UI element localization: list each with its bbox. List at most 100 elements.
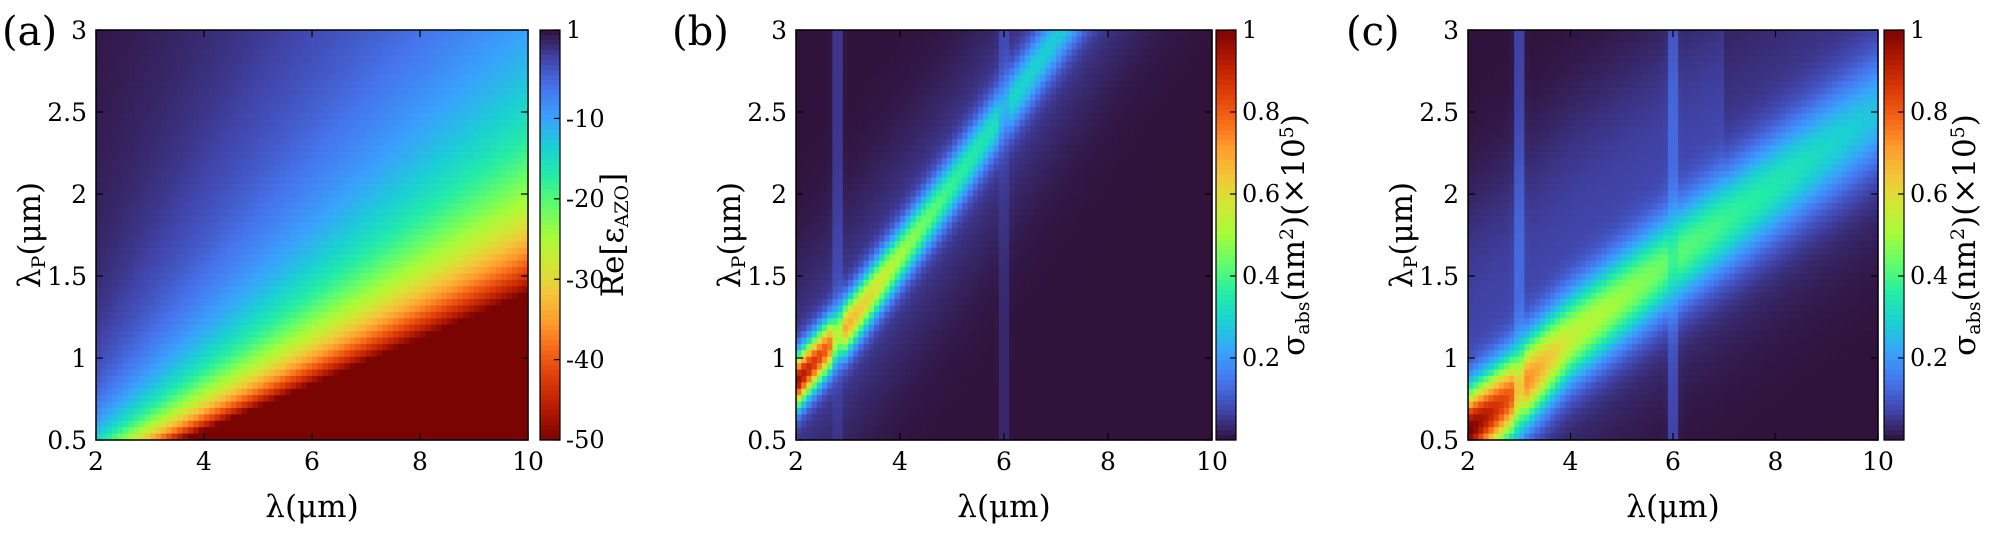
heatmap-cell (268, 164, 275, 172)
heatmap-cell (376, 183, 383, 191)
heatmap-cell (106, 81, 113, 89)
heatmap-cell (403, 318, 410, 326)
heatmap-cell (144, 247, 151, 255)
heatmap-cell (506, 42, 513, 50)
heatmap-cell (182, 427, 189, 435)
heatmap-cell (112, 183, 119, 191)
heatmap-cell (344, 337, 351, 345)
heatmap-cell (193, 42, 200, 50)
heatmap-cell (101, 202, 108, 210)
heatmap-cell (484, 106, 491, 114)
heatmap-cell (285, 119, 291, 127)
heatmap-cell (463, 427, 470, 435)
heatmap-cell (420, 375, 426, 383)
heatmap-cell (468, 183, 475, 191)
heatmap-cell (241, 68, 248, 76)
heatmap-cell (231, 324, 237, 332)
heatmap-cell (312, 267, 318, 275)
heatmap-cell (393, 337, 399, 345)
heatmap-cell (479, 209, 486, 217)
heatmap-cell (425, 267, 432, 275)
heatmap-cell (214, 113, 221, 121)
heatmap-cell (144, 286, 151, 294)
heatmap-cell (241, 363, 248, 371)
heatmap-cell (177, 228, 183, 236)
heatmap-cell (101, 331, 108, 339)
heatmap-cell (285, 87, 291, 95)
heatmap-cell (403, 164, 410, 172)
heatmap-cell (393, 170, 399, 178)
heatmap-cell (403, 427, 410, 435)
heatmap-cell (511, 235, 518, 243)
heatmap-cell (414, 228, 421, 236)
heatmap-cell (366, 151, 372, 159)
heatmap-cell (236, 427, 243, 435)
heatmap-cell (420, 138, 426, 146)
heatmap-cell (101, 343, 108, 351)
heatmap-cell (295, 36, 302, 44)
heatmap-cell (306, 343, 313, 351)
heatmap-cell (344, 350, 351, 358)
heatmap-cell (349, 170, 356, 178)
heatmap-cell (403, 267, 410, 275)
heatmap-cell (166, 68, 173, 76)
heatmap-cell (247, 414, 254, 422)
heatmap-cell (301, 190, 308, 198)
heatmap-cell (371, 62, 378, 70)
heatmap-cell (247, 427, 254, 435)
heatmap-cell (430, 395, 437, 403)
heatmap-cell (490, 395, 497, 403)
heatmap-cell (247, 81, 254, 89)
heatmap-cell (425, 343, 432, 351)
heatmap-cell (312, 286, 318, 294)
heatmap-cell (468, 36, 475, 44)
heatmap-cell (490, 49, 497, 57)
heatmap-cell (274, 62, 281, 70)
heatmap-cell (479, 337, 486, 345)
heatmap-cell (301, 286, 308, 294)
heatmap-cell (333, 382, 340, 390)
heatmap-cell (258, 215, 264, 223)
heatmap-cell (209, 55, 216, 63)
heatmap-cell (366, 273, 372, 281)
heatmap-cell (371, 388, 378, 396)
heatmap-cell (468, 401, 475, 409)
heatmap-cell (160, 337, 167, 345)
heatmap-cell (112, 177, 119, 185)
heatmap-cell (301, 30, 308, 38)
heatmap-cell (247, 145, 254, 153)
heatmap-cell (328, 158, 335, 166)
heatmap-cell (403, 55, 410, 63)
heatmap-cell (295, 222, 302, 230)
heatmap-cell (468, 318, 475, 326)
heatmap-cell (285, 401, 291, 409)
heatmap-cell (484, 228, 491, 236)
heatmap-cell (457, 369, 464, 377)
heatmap-cell (506, 68, 513, 76)
heatmap-cell (209, 324, 216, 332)
heatmap-cell (479, 132, 486, 140)
heatmap-cell (133, 158, 140, 166)
heatmap-cell (198, 401, 205, 409)
heatmap-cell (333, 292, 340, 300)
heatmap-cell (430, 369, 437, 377)
heatmap-cell (209, 228, 216, 236)
heatmap-cell (447, 94, 453, 102)
heatmap-cell (328, 164, 335, 172)
heatmap-cell (468, 343, 475, 351)
heatmap-cell (106, 318, 113, 326)
heatmap-cell (247, 407, 254, 415)
heatmap-cell (457, 241, 464, 249)
heatmap-cell (409, 68, 416, 76)
heatmap-cell (317, 36, 324, 44)
heatmap-cell (312, 94, 318, 102)
heatmap-cell (371, 260, 378, 268)
heatmap-cell (96, 177, 102, 185)
heatmap-cell (452, 68, 459, 76)
heatmap-cell (490, 420, 497, 428)
heatmap-cell (204, 279, 210, 287)
heatmap-cell (258, 190, 264, 198)
heatmap-cell (398, 215, 405, 223)
heatmap-cell (247, 420, 254, 428)
heatmap-cell (96, 292, 102, 300)
